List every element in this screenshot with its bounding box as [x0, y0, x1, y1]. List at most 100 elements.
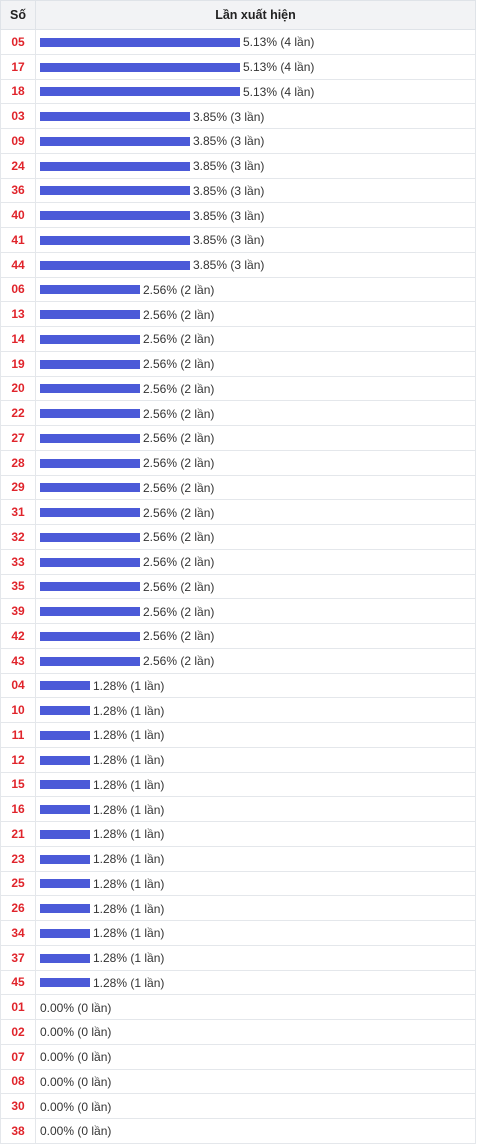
frequency-bar [40, 433, 140, 443]
bar-cell: 2.56% (2 lần) [35, 598, 476, 624]
bar-cell: 0.00% (0 lần) [35, 994, 476, 1020]
bar-label: 5.13% (4 lần) [243, 60, 315, 75]
bar-label: 0.00% (0 lần) [40, 1025, 112, 1040]
frequency-bar [40, 755, 90, 765]
frequency-bar [40, 829, 90, 839]
bar-cell: 1.28% (1 lần) [35, 870, 476, 897]
bar-label: 2.56% (2 lần) [143, 505, 215, 520]
row-number: 45 [0, 969, 36, 996]
row-number: 27 [0, 425, 36, 451]
row-number: 31 [0, 499, 36, 525]
table-row: 38 0.00% (0 lần) [0, 1118, 476, 1144]
bar-cell: 0.00% (0 lần) [35, 1068, 476, 1095]
bar-label: 2.56% (2 lần) [143, 357, 215, 372]
header-row: Số Lần xuất hiện [0, 0, 476, 30]
row-number: 18 [0, 78, 36, 105]
header-number: Số [0, 0, 36, 30]
bar-label: 1.28% (1 lần) [93, 703, 165, 718]
bar-cell: 2.56% (2 lần) [35, 326, 476, 352]
bar-cell: 3.85% (3 lần) [35, 177, 476, 204]
row-number: 24 [0, 152, 36, 179]
frequency-bar [40, 409, 140, 419]
frequency-bar [40, 235, 190, 245]
bar-label: 1.28% (1 lần) [93, 827, 165, 842]
bar-label: 1.28% (1 lần) [93, 678, 165, 693]
row-number: 03 [0, 103, 36, 129]
row-number: 14 [0, 326, 36, 352]
table-row: 19 2.56% (2 lần) [0, 350, 476, 377]
row-number: 36 [0, 177, 36, 204]
frequency-bar [40, 483, 140, 493]
bar-cell: 1.28% (1 lần) [35, 746, 476, 773]
table-row: 29 2.56% (2 lần) [0, 474, 476, 501]
bar-label: 5.13% (4 lần) [243, 84, 315, 99]
bar-label: 0.00% (0 lần) [40, 1099, 112, 1114]
frequency-bar [40, 359, 140, 369]
bar-cell: 3.85% (3 lần) [35, 227, 476, 253]
row-number: 21 [0, 821, 36, 847]
bar-label: 3.85% (3 lần) [193, 109, 265, 124]
bar-label: 3.85% (3 lần) [193, 258, 265, 273]
bar-cell: 3.85% (3 lần) [35, 103, 476, 129]
frequency-bar [40, 211, 190, 221]
row-number: 26 [0, 895, 36, 921]
table-row: 18 5.13% (4 lần) [0, 78, 476, 105]
row-number: 43 [0, 647, 36, 674]
frequency-bar [40, 186, 190, 196]
row-number: 22 [0, 400, 36, 426]
row-number: 05 [0, 29, 36, 55]
row-number: 33 [0, 548, 36, 575]
table-row: 01 0.00% (0 lần) [0, 994, 476, 1020]
table-row: 20 2.56% (2 lần) [0, 375, 476, 402]
bar-label: 2.56% (2 lần) [143, 332, 215, 347]
row-number: 13 [0, 301, 36, 327]
frequency-bar [40, 557, 140, 567]
table-row: 35 2.56% (2 lần) [0, 573, 476, 600]
table-row: 39 2.56% (2 lần) [0, 598, 476, 624]
bar-label: 2.56% (2 lần) [143, 307, 215, 322]
frequency-bar [40, 681, 90, 691]
bar-label: 2.56% (2 lần) [143, 579, 215, 594]
table-row: 12 1.28% (1 lần) [0, 746, 476, 773]
bar-label: 1.28% (1 lần) [93, 951, 165, 966]
bar-label: 3.85% (3 lần) [193, 134, 265, 149]
bar-cell: 2.56% (2 lần) [35, 647, 476, 674]
table-row: 42 2.56% (2 lần) [0, 623, 476, 649]
bar-label: 1.28% (1 lần) [93, 852, 165, 867]
row-number: 01 [0, 994, 36, 1020]
bar-label: 1.28% (1 lần) [93, 876, 165, 891]
table-row: 26 1.28% (1 lần) [0, 895, 476, 921]
row-number: 30 [0, 1093, 36, 1119]
bar-label: 2.56% (2 lần) [143, 629, 215, 644]
frequency-bar [40, 532, 140, 542]
bar-cell: 2.56% (2 lần) [35, 499, 476, 525]
bar-cell: 3.85% (3 lần) [35, 128, 476, 154]
bar-cell: 3.85% (3 lần) [35, 202, 476, 228]
frequency-bar [40, 706, 90, 716]
table-row: 21 1.28% (1 lần) [0, 821, 476, 847]
row-number: 42 [0, 623, 36, 649]
bar-cell: 1.28% (1 lần) [35, 821, 476, 847]
row-number: 40 [0, 202, 36, 228]
row-number: 35 [0, 573, 36, 600]
bar-label: 0.00% (0 lần) [40, 1050, 112, 1065]
frequency-bar [40, 285, 140, 295]
table-row: 04 1.28% (1 lần) [0, 672, 476, 699]
row-number: 17 [0, 53, 36, 80]
bar-label: 1.28% (1 lần) [93, 975, 165, 990]
table-row: 31 2.56% (2 lần) [0, 499, 476, 525]
row-number: 20 [0, 375, 36, 402]
row-number: 41 [0, 227, 36, 253]
row-number: 19 [0, 350, 36, 377]
frequency-bar [40, 656, 140, 666]
bar-cell: 0.00% (0 lần) [35, 1043, 476, 1070]
row-number: 34 [0, 920, 36, 946]
frequency-bar [40, 136, 190, 146]
bar-cell: 3.85% (3 lần) [35, 251, 476, 278]
bar-cell: 1.28% (1 lần) [35, 969, 476, 996]
table-row: 28 2.56% (2 lần) [0, 449, 476, 476]
row-number: 39 [0, 598, 36, 624]
table-row: 32 2.56% (2 lần) [0, 524, 476, 550]
bar-label: 3.85% (3 lần) [193, 159, 265, 174]
frequency-bar [40, 805, 90, 815]
